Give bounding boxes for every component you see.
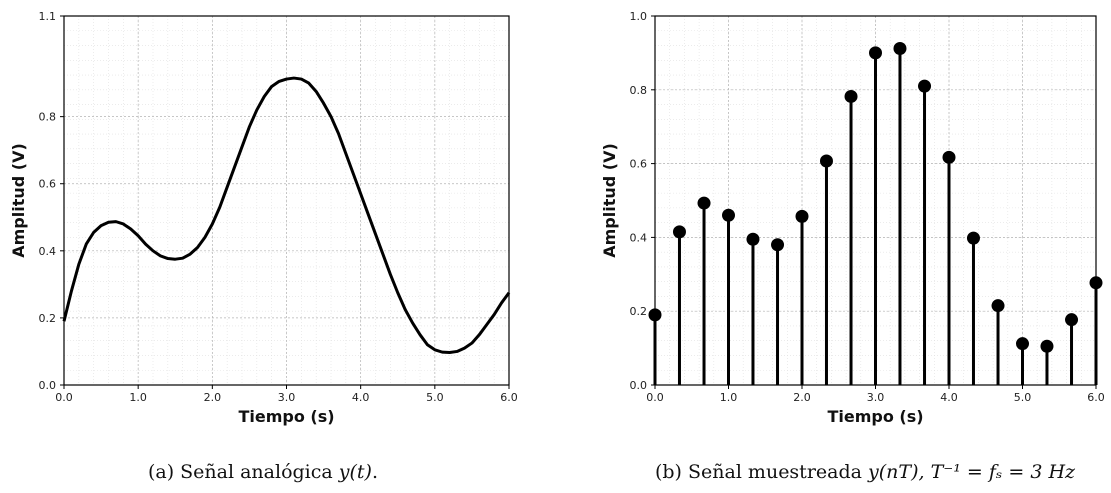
- stem-marker: [722, 208, 735, 222]
- x-tick-label: 2.0: [793, 391, 811, 404]
- x-tick-label: 5.0: [1014, 391, 1032, 404]
- x-tick-label: 6.0: [500, 391, 518, 404]
- y-tick-label: 0.8: [39, 111, 57, 124]
- caption-math: y(t): [338, 461, 372, 483]
- stem-marker: [966, 231, 980, 245]
- x-tick-label: 5.0: [426, 391, 444, 404]
- x-tick-label: 1.0: [129, 391, 147, 404]
- figure-caption: (a) Señal analógica y(t).: [148, 461, 378, 483]
- x-axis-label: Tiempo (s): [238, 407, 334, 426]
- y-tick-label: 0.0: [39, 379, 57, 392]
- x-tick-label: 6.0: [1087, 391, 1105, 404]
- y-tick-label: 0.2: [39, 312, 57, 325]
- y-tick-label: 0.4: [39, 245, 57, 258]
- caption-math: y(nT), T⁻¹ = fₛ = 3 Hz: [867, 461, 1076, 483]
- stem-marker: [697, 196, 711, 210]
- stem-marker: [1016, 337, 1029, 351]
- stem-marker: [1040, 339, 1054, 353]
- caption-text: (b) Señal muestreada: [655, 461, 868, 483]
- caption-suffix: .: [372, 461, 378, 483]
- x-axis-label: Tiempo (s): [827, 407, 923, 426]
- x-tick-label: 4.0: [352, 391, 370, 404]
- stem-marker: [795, 209, 809, 223]
- y-tick-label: 1.1: [39, 10, 57, 23]
- stem-marker: [869, 46, 882, 60]
- y-tick-label: 0.4: [630, 231, 648, 244]
- stem-marker: [942, 150, 956, 164]
- y-axis-label: Amplitud (V): [600, 143, 619, 258]
- y-tick-label: 0.0: [630, 379, 648, 392]
- y-tick-label: 1.0: [630, 10, 648, 23]
- x-tick-label: 0.0: [55, 391, 73, 404]
- caption-text: (a) Señal analógica: [148, 461, 339, 483]
- stem-marker: [918, 79, 932, 93]
- y-tick-label: 0.2: [630, 305, 648, 318]
- x-tick-label: 3.0: [867, 391, 885, 404]
- chart-panel-a: 0.0 1.0 2.0 3.0 4.0 5.0 6.0 0.0 0.2 0.4 0.6 0.8 1.1 T…: [9, 10, 518, 483]
- stem-marker: [1065, 313, 1079, 327]
- chart-panel-b: 0.0 1.0 2.0 3.0 4.0 5.0 6.0 0.0 0.2 0.4 0.6 0.8 1.0 T…: [600, 10, 1105, 483]
- y-tick-label: 0.6: [39, 178, 57, 191]
- stem-marker: [771, 238, 785, 252]
- stem-marker: [672, 225, 686, 239]
- x-tick-label: 2.0: [204, 391, 222, 404]
- stem-marker: [893, 41, 907, 55]
- y-tick-label: 0.8: [630, 84, 648, 97]
- x-tick-label: 4.0: [940, 391, 958, 404]
- x-tick-label: 1.0: [720, 391, 738, 404]
- stem-marker: [991, 299, 1005, 313]
- stem-marker: [819, 154, 833, 168]
- y-tick-label: 0.6: [630, 158, 648, 171]
- y-axis-label: Amplitud (V): [9, 143, 28, 258]
- stem-marker: [844, 89, 858, 103]
- signal-line: [62, 76, 511, 354]
- x-tick-label: 3.0: [278, 391, 296, 404]
- x-tick-label: 0.0: [646, 391, 664, 404]
- stem-marker: [746, 232, 760, 246]
- figure-caption: (b) Señal muestreada y(nT), T⁻¹ = fₛ = 3…: [655, 461, 1076, 483]
